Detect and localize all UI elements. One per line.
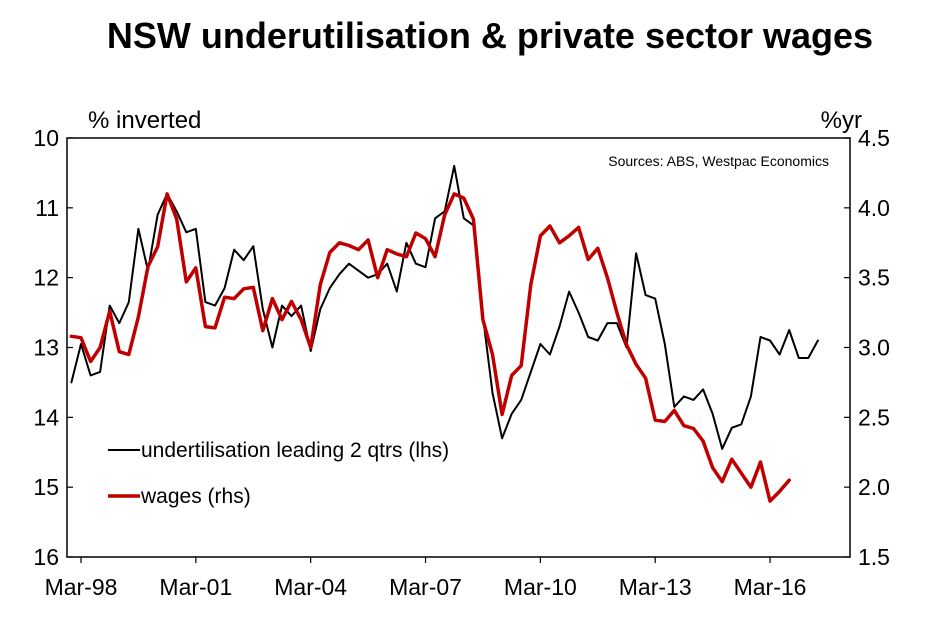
right-tick-label: 4.0 [858,195,890,221]
left-axis: 10 11 12 13 14 15 16 [33,125,73,570]
left-tick-label: 11 [35,195,59,221]
x-tick-label: Mar-98 [45,574,118,600]
x-tick-label: Mar-04 [274,574,347,600]
right-axis-label: %yr [821,107,862,134]
legend-label-wages: wages (rhs) [140,485,251,508]
x-tick-label: Mar-13 [619,574,692,600]
x-tick-label: Mar-07 [389,574,462,600]
series-line-wages [69,192,791,503]
x-tick-label: Mar-16 [734,574,807,600]
legend-label-underutilisation: undertilisation leading 2 qtrs (lhs) [141,439,449,462]
right-tick-label: 2.0 [858,474,890,500]
x-axis: Mar-98 Mar-01 Mar-04 Mar-07 Mar-10 Mar-13 Mar-… [45,557,807,600]
series-line-underutilisation [70,164,819,450]
left-tick-label: 12 [33,265,59,291]
left-axis-label: % inverted [88,107,201,134]
right-tick-label: 4.5 [858,125,890,151]
right-axis: 4.5 4.0 3.5 3.0 2.5 2.0 1.5 [844,125,890,570]
x-tick-label: Mar-01 [159,574,232,600]
right-tick-label: 3.5 [858,265,890,291]
right-tick-label: 1.5 [858,544,890,570]
source-note: Sources: ABS, Westpac Economics [608,153,829,169]
left-tick-label: 15 [33,474,59,500]
left-tick-label: 13 [33,335,59,361]
left-tick-label: 14 [33,404,59,430]
right-tick-label: 2.5 [858,404,890,430]
left-tick-label: 10 [33,125,59,151]
chart-title: NSW underutilisation & private sector wa… [107,15,873,56]
right-tick-label: 3.0 [858,335,890,361]
series-layer [69,164,819,503]
x-tick-label: Mar-10 [504,574,577,600]
left-tick-label: 16 [33,544,59,570]
legend: undertilisation leading 2 qtrs (lhs) wag… [108,439,449,508]
